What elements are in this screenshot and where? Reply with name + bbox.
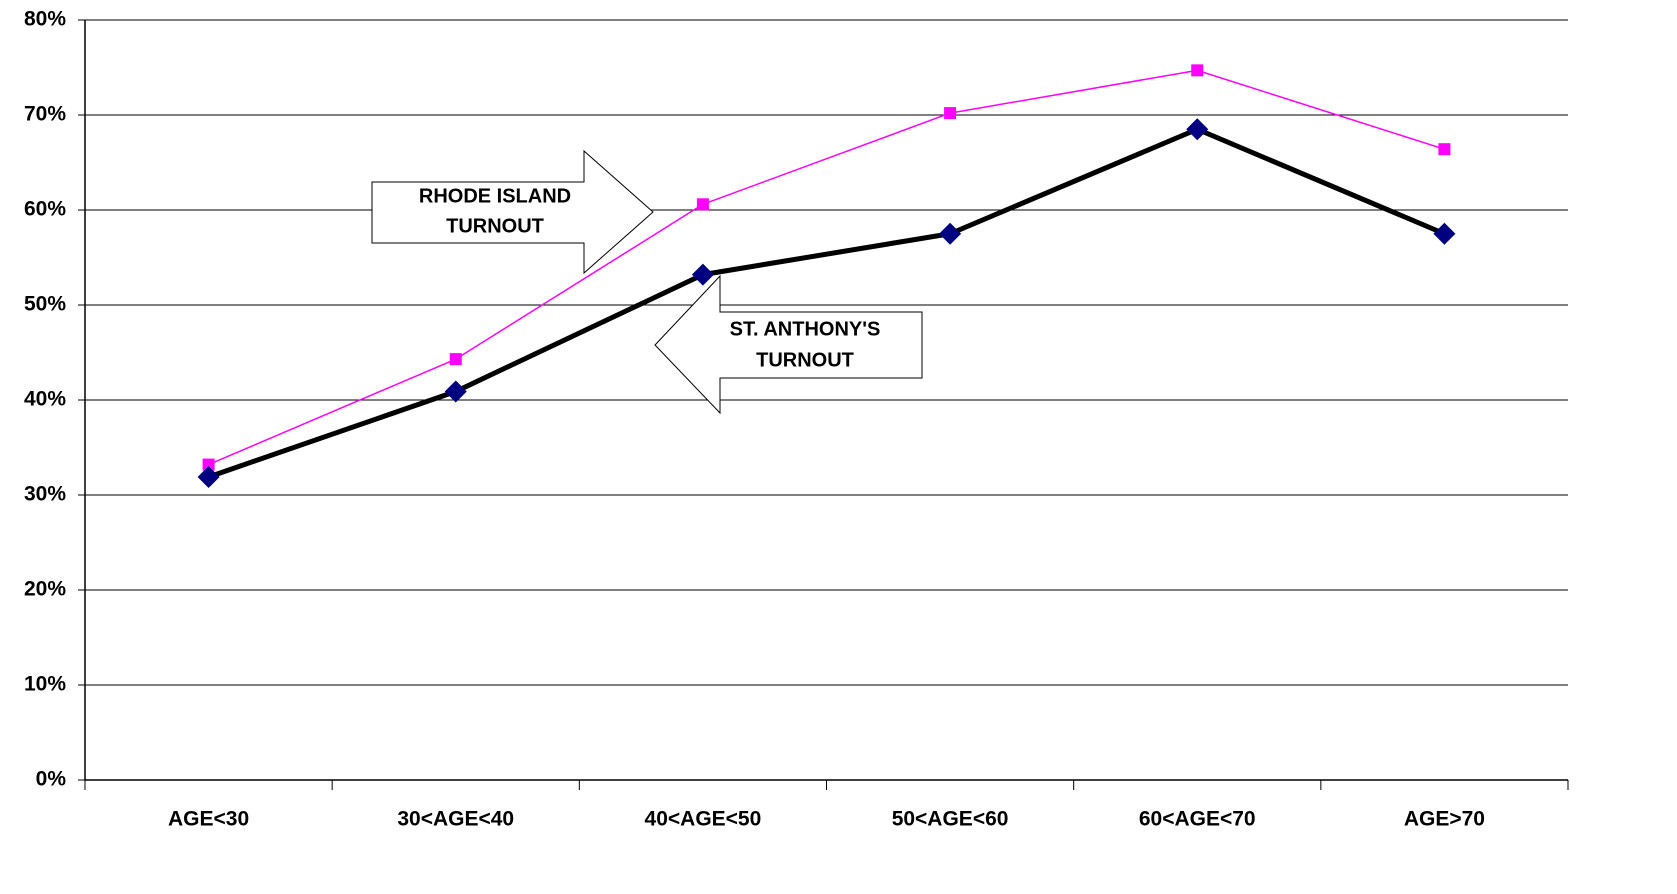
x-tick-label: 60<AGE<70 bbox=[1139, 808, 1256, 831]
annotations: RHODE ISLAND TURNOUT ST. ANTHONY'S TURNO… bbox=[371, 149, 923, 415]
y-tick-label: 20% bbox=[24, 578, 66, 601]
x-tick-label: AGE>70 bbox=[1404, 808, 1485, 831]
marker bbox=[197, 465, 220, 488]
marker bbox=[1191, 64, 1204, 77]
marker bbox=[696, 198, 709, 211]
left-arrow bbox=[654, 274, 923, 415]
x-tick-label: 40<AGE<50 bbox=[645, 808, 762, 831]
annotation-text: TURNOUT bbox=[446, 215, 544, 237]
y-tick-label: 60% bbox=[24, 198, 66, 221]
marker bbox=[1438, 143, 1451, 156]
marker bbox=[691, 263, 714, 286]
x-tick-label: 30<AGE<40 bbox=[397, 808, 514, 831]
annotation-text: RHODE ISLAND bbox=[419, 185, 571, 207]
right-arrow bbox=[371, 149, 654, 275]
y-tick-label: 10% bbox=[24, 673, 66, 696]
y-tick-label: 40% bbox=[24, 388, 66, 411]
annotation-text: ST. ANTHONY'S bbox=[730, 318, 881, 340]
marker bbox=[1186, 118, 1209, 141]
x-tick-label: AGE<30 bbox=[168, 808, 249, 831]
marker bbox=[1433, 222, 1456, 245]
series-line bbox=[207, 126, 1446, 480]
grid bbox=[85, 19, 1568, 781]
annotation-text: TURNOUT bbox=[756, 349, 854, 371]
marker bbox=[444, 380, 467, 403]
marker bbox=[449, 353, 462, 366]
marker bbox=[202, 458, 215, 471]
y-tick-label: 50% bbox=[24, 293, 66, 316]
y-tick-label: 80% bbox=[24, 8, 66, 31]
series-line bbox=[208, 69, 1445, 466]
marker bbox=[944, 107, 957, 120]
y-tick-label: 30% bbox=[24, 483, 66, 506]
y-tick-label: 70% bbox=[24, 103, 66, 126]
y-tick-label: 0% bbox=[36, 768, 67, 791]
x-tick-label: 50<AGE<60 bbox=[892, 808, 1009, 831]
marker bbox=[939, 222, 962, 245]
